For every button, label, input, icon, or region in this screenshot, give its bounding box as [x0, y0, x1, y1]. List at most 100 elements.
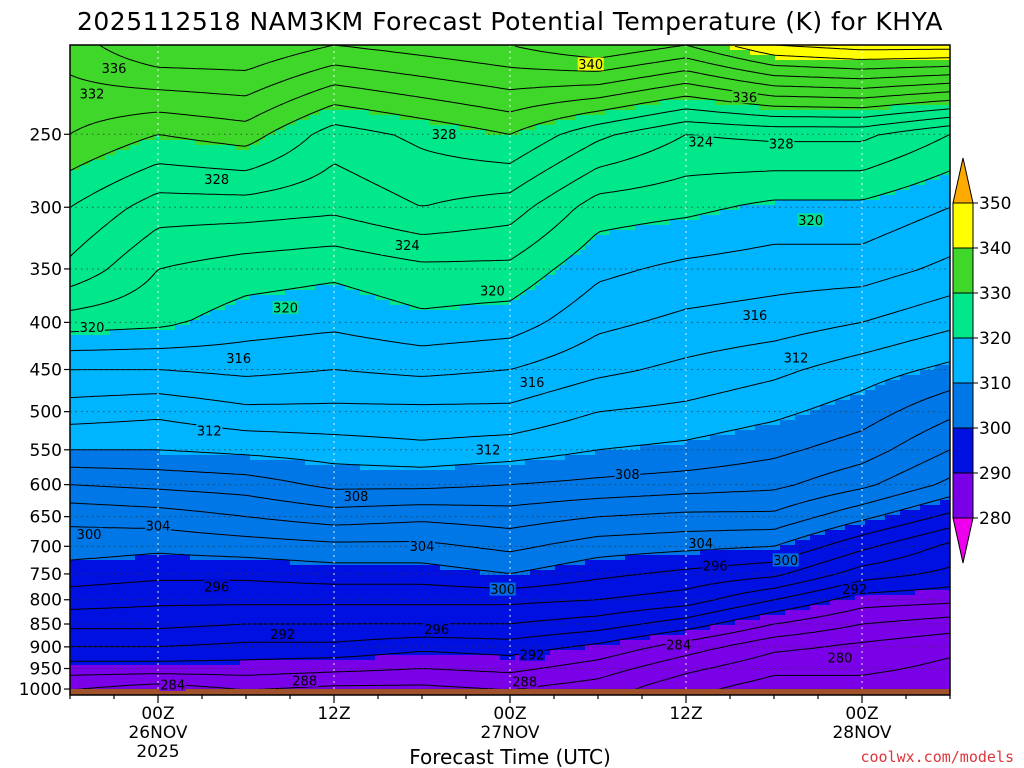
theta-band-cell	[600, 45, 606, 116]
theta-band-cell	[885, 110, 891, 196]
theta-band-cell	[585, 455, 591, 561]
theta-band-cell	[180, 45, 186, 141]
y-tick-label: 700	[30, 537, 62, 557]
theta-band-cell	[430, 655, 436, 695]
theta-band-cell	[860, 45, 866, 61]
theta-band-cell	[660, 445, 666, 556]
theta-band-cell	[745, 430, 751, 551]
theta-band-cell	[675, 100, 681, 221]
theta-band-cell	[230, 305, 236, 456]
contour-label: 312	[197, 425, 222, 440]
theta-band-cell	[790, 60, 796, 111]
theta-contour-312	[70, 329, 950, 441]
theta-band-cell	[135, 555, 141, 666]
contour-label: 296	[703, 559, 728, 574]
theta-band-cell	[245, 560, 251, 661]
theta-band-cell	[575, 650, 581, 695]
theta-band-cell	[240, 45, 246, 151]
theta-band-cell	[410, 565, 416, 656]
theta-band-cell	[325, 565, 331, 661]
theta-band-cell	[345, 45, 351, 111]
theta-band-cell	[785, 610, 791, 695]
theta-band-cell	[180, 555, 186, 666]
theta-band-cell	[595, 45, 601, 116]
y-tick-label: 250	[30, 125, 62, 145]
contour-label-bg	[79, 86, 105, 100]
theta-band-cell	[240, 150, 246, 301]
x-tick-label: 27NOV	[480, 723, 539, 743]
theta-band-cell	[920, 505, 926, 591]
theta-band-cell	[895, 595, 901, 695]
theta-band-cell	[530, 290, 536, 461]
theta-band-cell	[895, 515, 901, 596]
theta-band-cell	[435, 565, 441, 656]
theta-band-cell	[230, 560, 236, 666]
colorbar-legend: 350 340 330 320 310 300 290 280	[952, 157, 1011, 564]
theta-band-cell	[365, 295, 371, 471]
theta-band-cell	[320, 285, 326, 466]
theta-band-cell	[165, 455, 171, 556]
theta-band-cell	[600, 450, 606, 561]
theta-band-cell	[695, 440, 701, 556]
theta-band-cell	[875, 200, 881, 386]
theta-band-cell	[375, 115, 381, 301]
theta-band-cell	[820, 45, 826, 61]
theta-band-cell	[145, 330, 151, 451]
theta-band-cell	[370, 470, 376, 566]
theta-band-cell	[295, 120, 301, 291]
theta-band-cell	[250, 660, 256, 695]
theta-band-cell	[875, 520, 881, 596]
theta-band-cell	[920, 45, 926, 61]
theta-band-cell	[440, 570, 446, 656]
theta-band-cell	[475, 655, 481, 695]
theta-band-cell	[335, 465, 341, 566]
theta-band-cell	[820, 60, 826, 111]
colorbar-label: 330	[979, 284, 1011, 304]
theta-band-cell	[600, 645, 606, 695]
theta-band-cell	[325, 465, 331, 566]
theta-band-cell	[195, 320, 201, 456]
theta-band-cell	[340, 285, 346, 466]
theta-band-cell	[130, 330, 136, 451]
theta-contour-326	[70, 116, 950, 257]
theta-band-cell	[150, 140, 156, 331]
theta-band-cell	[845, 200, 851, 401]
plot-area: 336 332 340 336 328 324 328 328 324 320 320 320 316 3…	[70, 45, 950, 695]
theta-band-cell	[680, 445, 686, 556]
theta-band-cell	[680, 555, 686, 636]
x-tick-label: 28NOV	[832, 723, 891, 743]
theta-band-cell	[765, 615, 771, 695]
theta-band-cell	[800, 45, 806, 61]
theta-band-cell	[815, 605, 821, 695]
theta-band-cell	[770, 110, 776, 206]
contour-label-bg	[731, 90, 758, 104]
theta-band-cell	[185, 45, 191, 141]
contour-label-bg	[431, 127, 457, 141]
theta-band-cell	[850, 525, 856, 601]
theta-band-cell	[225, 45, 231, 146]
contour-label: 292	[842, 583, 867, 598]
theta-band-cell	[375, 45, 381, 116]
theta-band-cell	[805, 610, 811, 695]
theta-band-cell	[80, 450, 86, 561]
theta-band-cell	[240, 660, 246, 695]
theta-band-cell	[115, 665, 121, 695]
theta-band-cell	[695, 555, 701, 631]
theta-band-cell	[915, 510, 921, 591]
theta-band-cell	[660, 225, 666, 446]
theta-band-cell	[145, 45, 151, 141]
y-tick-label: 900	[30, 638, 62, 658]
contour-label-bg	[665, 638, 692, 652]
theta-band-cell	[645, 225, 651, 446]
theta-band-cell	[860, 395, 866, 526]
theta-band-cell	[610, 560, 616, 646]
theta-contour-302	[70, 477, 950, 553]
theta-band-cell	[770, 45, 776, 56]
theta-band-cell	[795, 610, 801, 695]
theta-band-cell	[770, 55, 776, 111]
theta-band-cell	[185, 455, 191, 556]
theta-band-cell	[455, 570, 461, 656]
contour-label-bg	[101, 61, 127, 75]
theta-band-cell	[820, 535, 826, 606]
theta-band-cell	[760, 110, 766, 206]
